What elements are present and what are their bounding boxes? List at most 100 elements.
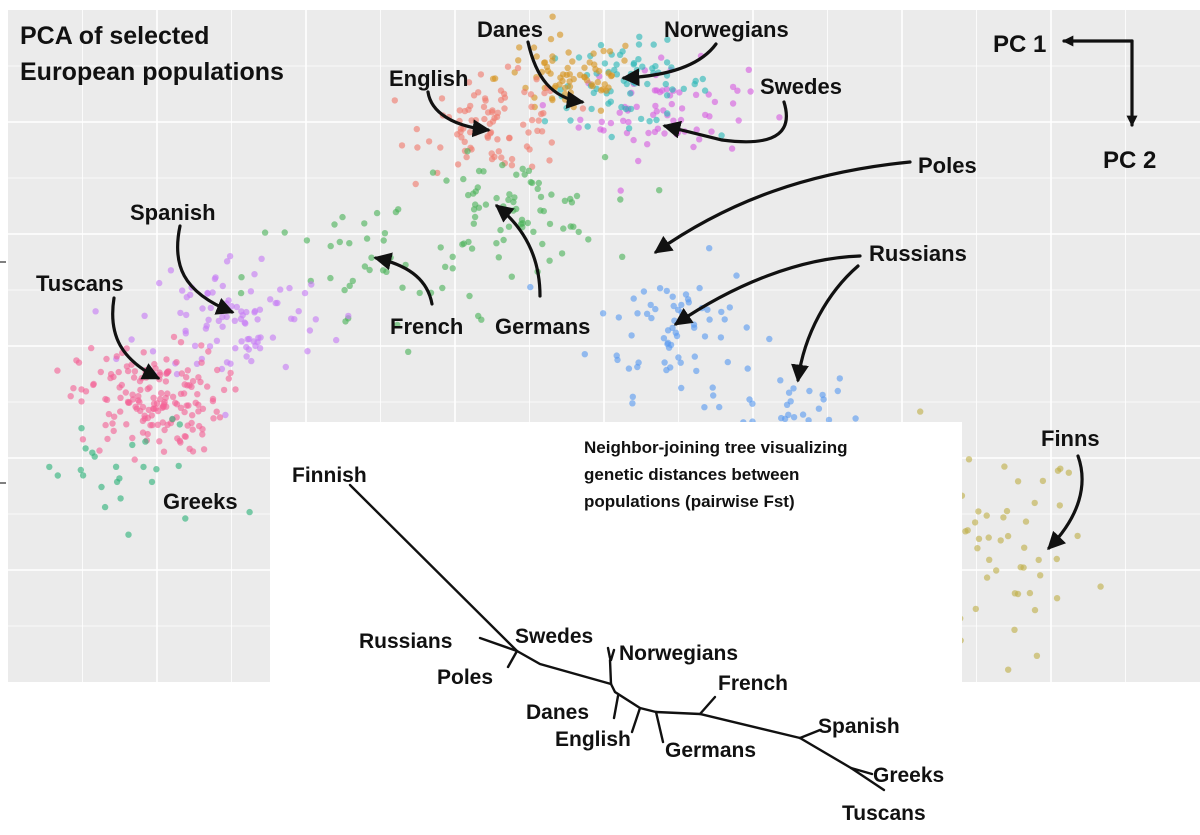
point-tuscans xyxy=(137,386,144,394)
point-tuscans xyxy=(124,367,132,375)
point-english xyxy=(579,105,587,112)
arrow-finns xyxy=(1047,454,1084,550)
point-spanish xyxy=(245,346,252,353)
point-swedes xyxy=(728,145,736,152)
point-poles xyxy=(614,356,621,364)
point-norwegians xyxy=(611,66,618,74)
point-norwegians xyxy=(664,36,671,43)
pc-axes-indicator: PC 1 PC 2 xyxy=(993,31,1156,174)
point-tuscans xyxy=(227,369,234,377)
point-swedes xyxy=(692,91,700,99)
point-finns xyxy=(1031,499,1038,507)
point-spanish xyxy=(238,308,245,315)
point-norwegians xyxy=(607,98,614,105)
point-norwegians xyxy=(701,87,709,94)
point-poles xyxy=(744,365,751,372)
point-norwegians xyxy=(625,125,633,132)
point-english xyxy=(498,154,505,161)
point-poles xyxy=(640,288,648,295)
tree-leaf-spanish: Spanish xyxy=(818,715,900,738)
label-norwegians: Norwegians xyxy=(664,17,789,42)
point-spanish xyxy=(254,316,261,323)
point-germans xyxy=(468,245,476,252)
point-germans xyxy=(500,236,507,244)
point-poles xyxy=(648,314,655,322)
point-poles xyxy=(663,287,670,295)
point-english xyxy=(521,88,528,96)
point-finns xyxy=(1001,463,1008,470)
point-tuscans xyxy=(78,398,85,405)
point-germans xyxy=(437,244,444,251)
point-spanish xyxy=(167,267,175,274)
point-spanish xyxy=(282,363,289,371)
point-french xyxy=(336,238,343,246)
point-tuscans xyxy=(110,373,117,381)
point-tuscans xyxy=(144,430,151,438)
branch-internal-1 xyxy=(515,649,613,686)
point-tuscans xyxy=(133,405,140,412)
point-poles xyxy=(634,363,641,371)
point-tuscans xyxy=(170,333,178,341)
point-tuscans xyxy=(173,359,180,366)
point-danes xyxy=(583,77,591,84)
point-germans xyxy=(480,168,487,175)
point-danes xyxy=(566,71,573,78)
point-germans xyxy=(505,223,513,230)
point-swedes xyxy=(630,136,637,144)
point-danes xyxy=(561,84,569,92)
point-tuscans xyxy=(111,413,118,420)
point-english xyxy=(534,127,541,134)
point-danes xyxy=(581,64,588,71)
point-poles xyxy=(718,308,725,316)
point-norwegians xyxy=(664,110,671,117)
arrow-english xyxy=(426,90,491,138)
point-swedes xyxy=(747,88,754,95)
point-tuscans xyxy=(149,421,156,429)
point-french xyxy=(405,348,412,355)
point-finns xyxy=(917,408,924,415)
point-greeks xyxy=(77,466,85,474)
point-finns xyxy=(1000,514,1007,521)
point-finns xyxy=(1033,652,1041,659)
point-tuscans xyxy=(138,375,145,382)
point-germans xyxy=(493,240,500,247)
point-tuscans xyxy=(110,427,117,435)
point-french xyxy=(341,286,348,294)
point-tuscans xyxy=(123,345,130,352)
point-danes xyxy=(603,87,610,94)
point-french xyxy=(346,282,353,289)
point-finns xyxy=(1005,666,1012,673)
point-germans xyxy=(442,263,449,270)
point-spanish xyxy=(301,289,309,297)
branch-danes xyxy=(612,694,620,720)
point-germans xyxy=(558,250,566,257)
point-finns xyxy=(997,537,1004,544)
point-spanish xyxy=(225,297,232,304)
point-poles xyxy=(661,359,668,366)
point-english xyxy=(470,92,478,99)
point-germans xyxy=(528,179,536,187)
point-finns xyxy=(1053,595,1061,602)
point-norwegians xyxy=(630,78,637,86)
point-spanish xyxy=(203,322,210,329)
point-greeks xyxy=(246,508,253,516)
point-english xyxy=(413,125,420,133)
point-germans xyxy=(601,153,609,161)
point-greeks xyxy=(142,438,149,445)
point-spanish xyxy=(205,316,212,323)
point-danes xyxy=(549,13,556,20)
point-spanish xyxy=(286,284,293,292)
point-danes xyxy=(489,75,497,83)
point-english xyxy=(497,87,505,94)
point-tuscans xyxy=(113,353,121,360)
point-danes xyxy=(547,35,555,43)
point-spanish xyxy=(238,338,245,345)
point-germans xyxy=(511,194,518,201)
point-tuscans xyxy=(129,434,136,442)
point-germans xyxy=(464,148,471,155)
point-poles xyxy=(634,310,641,317)
point-english xyxy=(484,133,491,140)
point-tuscans xyxy=(104,435,111,443)
point-swedes xyxy=(729,100,737,107)
point-finns xyxy=(993,567,1000,574)
